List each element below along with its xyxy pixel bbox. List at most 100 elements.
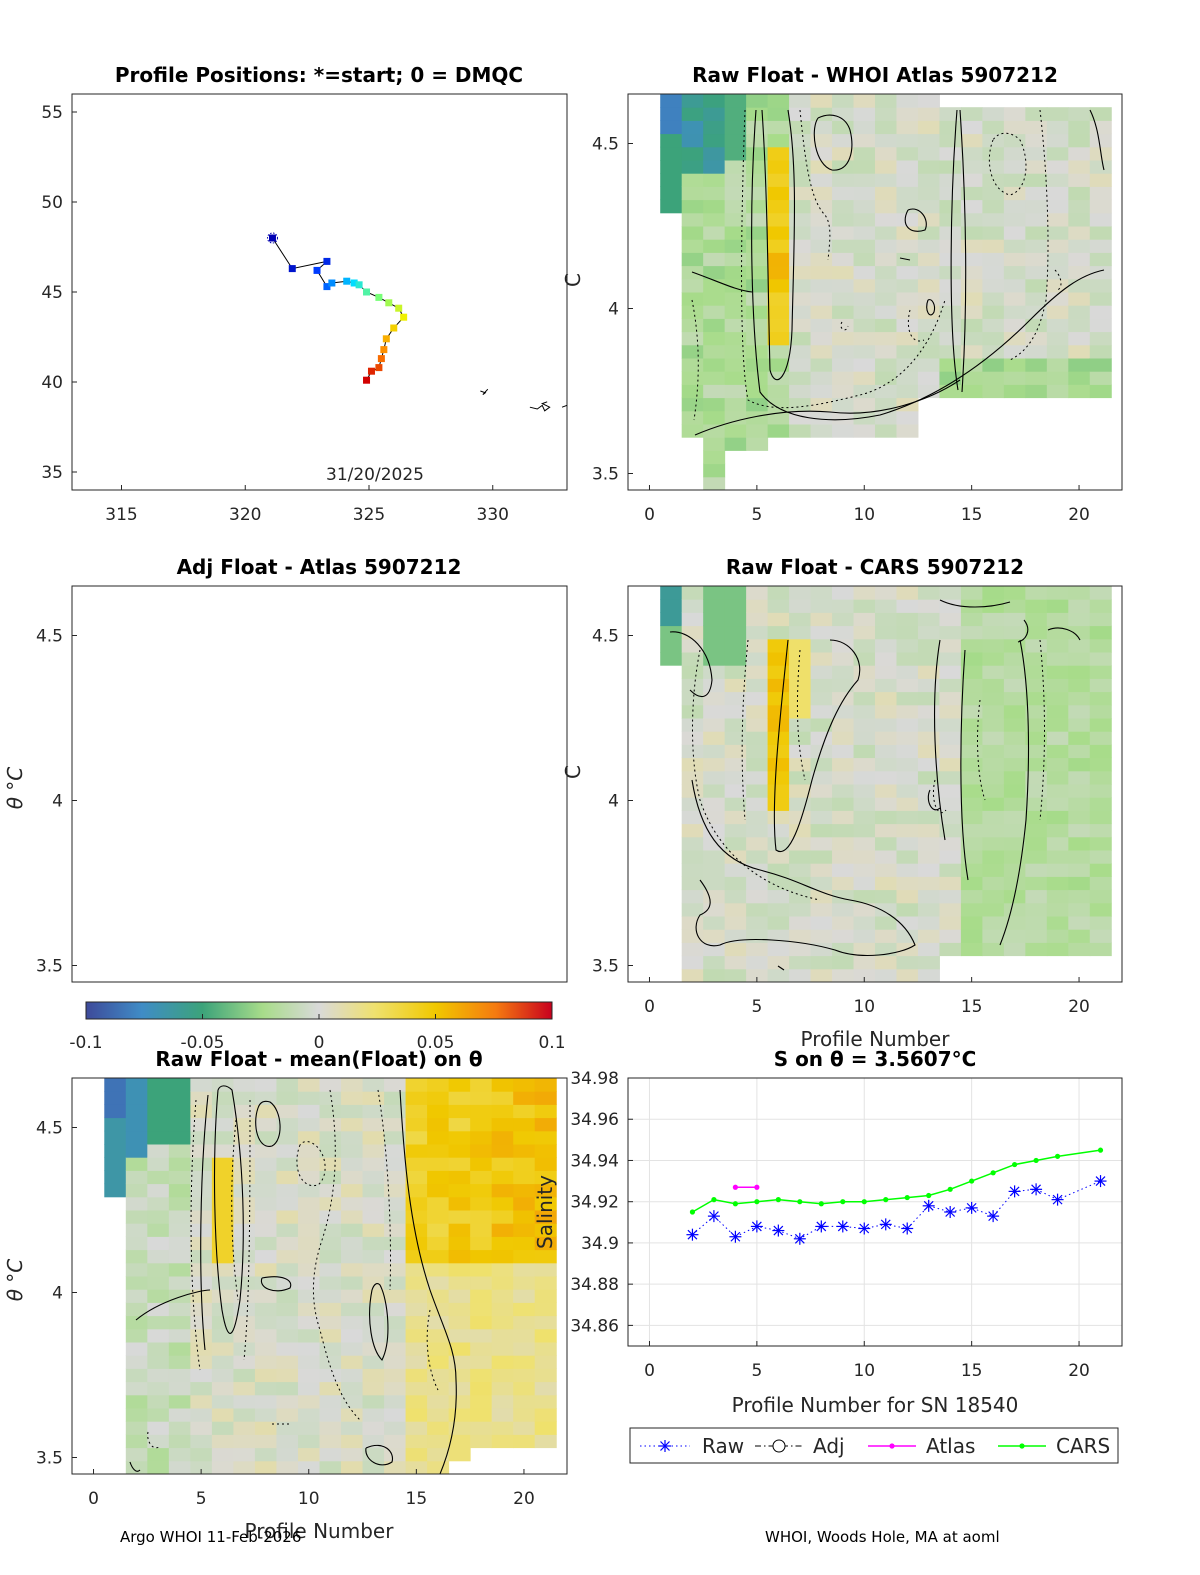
heatmap-cell (534, 1210, 557, 1224)
heatmap-cell (724, 437, 747, 451)
heatmap-cell (1025, 757, 1048, 772)
heatmap-cell (832, 120, 855, 135)
heatmap-cell (427, 1315, 450, 1330)
heatmap-cell (746, 410, 769, 425)
heatmap-cell (233, 1210, 256, 1224)
heatmap-cell (362, 1223, 385, 1237)
heatmap-cell (724, 186, 747, 201)
y-tick-label: 4 (52, 1284, 63, 1304)
heatmap-cell (810, 731, 833, 745)
heatmap-cell (211, 1355, 234, 1369)
heatmap-cell (319, 1144, 342, 1158)
heatmap-cell (724, 371, 747, 385)
heatmap-cell (724, 344, 747, 359)
heatmap-cell (703, 305, 726, 319)
heatmap-cell (746, 665, 769, 679)
heatmap-cell (810, 331, 833, 346)
heatmap-cell (789, 704, 812, 719)
heatmap-cell (211, 1276, 234, 1290)
heatmap-cell (405, 1210, 428, 1224)
heatmap-cell (427, 1117, 450, 1132)
heatmap-cell (853, 133, 876, 148)
heatmap-cell (875, 133, 897, 148)
heatmap-cell (703, 652, 726, 666)
heatmap-cell (276, 1302, 299, 1317)
heatmap-cell (681, 823, 704, 838)
heatmap-cell (362, 1381, 385, 1396)
heatmap-cell (384, 1302, 407, 1317)
heatmap-cell (681, 612, 704, 627)
x-tick-label: 20 (1068, 1361, 1090, 1381)
heatmap-cell (896, 823, 919, 838)
heatmap-cell (767, 810, 790, 825)
legend-label: CARS (1056, 1434, 1110, 1458)
y-tick-label: 34.92 (570, 1193, 619, 1213)
heatmap-cell (297, 1434, 320, 1449)
x-tick-label: 330 (477, 505, 509, 525)
heatmap-cell (341, 1170, 364, 1185)
heatmap-cell (746, 678, 769, 693)
heatmap-cell (1089, 876, 1112, 891)
heatmap-cell (104, 1117, 127, 1132)
heatmap-cell (1068, 889, 1091, 904)
x-tick-label: 0 (644, 1361, 655, 1381)
heatmap-cell (319, 1289, 342, 1303)
heatmap-cell (319, 1157, 342, 1171)
salinity-ticks: 0 5 10 15 2034.8634.8834.934.9234.9434.9634.… (570, 1069, 1090, 1381)
heatmap-cell (939, 384, 962, 399)
heatmap-cell (767, 199, 790, 214)
heatmap-cell (513, 1408, 536, 1422)
cars-point (1054, 1153, 1061, 1159)
heatmap-cell (832, 252, 855, 267)
heatmap-cell (832, 863, 855, 877)
heatmap-cell (724, 160, 747, 174)
heatmap-cell (104, 1104, 127, 1119)
heatmap-cell (982, 278, 1005, 293)
heatmap-cell (448, 1434, 471, 1449)
heatmap-cell (960, 599, 983, 613)
heatmap-cell (1089, 652, 1112, 666)
heatmap-cell (276, 1183, 299, 1198)
heatmap-cell (1089, 160, 1112, 174)
heatmap-cell (917, 850, 940, 864)
position-marker (268, 234, 276, 242)
heatmap-cell (789, 916, 812, 930)
heatmap-cell (853, 968, 876, 982)
heatmap-cell (125, 1289, 148, 1303)
heatmap-cell (384, 1223, 407, 1237)
heatmap-cell (362, 1434, 385, 1449)
heatmap-cell (746, 638, 769, 653)
heatmap-cell (147, 1223, 170, 1237)
heatmap-cell (1046, 665, 1069, 679)
heatmap-cell (1003, 160, 1026, 174)
mean-ylabel: θ °C (3, 1259, 27, 1302)
heatmap-cell (513, 1421, 536, 1435)
heatmap-cell (1025, 625, 1048, 640)
heatmap-cell (1089, 770, 1112, 785)
heatmap-cell (384, 1078, 407, 1092)
position-marker (367, 367, 375, 375)
heatmap-cell (853, 160, 876, 174)
heatmap-cell (427, 1170, 450, 1185)
heatmap-cell (513, 1368, 536, 1383)
heatmap-cell (917, 968, 940, 982)
heatmap-cell (1068, 810, 1091, 825)
heatmap-cell (405, 1091, 428, 1105)
heatmap-cell (405, 1144, 428, 1158)
heatmap-cell (513, 1342, 536, 1356)
heatmap-cell (513, 1249, 536, 1264)
heatmap-cell (810, 836, 833, 851)
heatmap-cell (767, 638, 790, 653)
heatmap-cell (939, 292, 962, 306)
heatmap-cell (896, 226, 919, 240)
heatmap-cell (405, 1183, 428, 1198)
heatmap-cell (147, 1315, 170, 1330)
heatmap-cell (681, 173, 704, 187)
heatmap-cell (746, 265, 769, 280)
heatmap-cell (405, 1447, 428, 1462)
heatmap-cell (254, 1276, 277, 1290)
heatmap-cell (853, 876, 876, 891)
heatmap-cell (1025, 612, 1048, 627)
heatmap-cell (875, 212, 897, 227)
heatmap-cell (746, 731, 769, 745)
